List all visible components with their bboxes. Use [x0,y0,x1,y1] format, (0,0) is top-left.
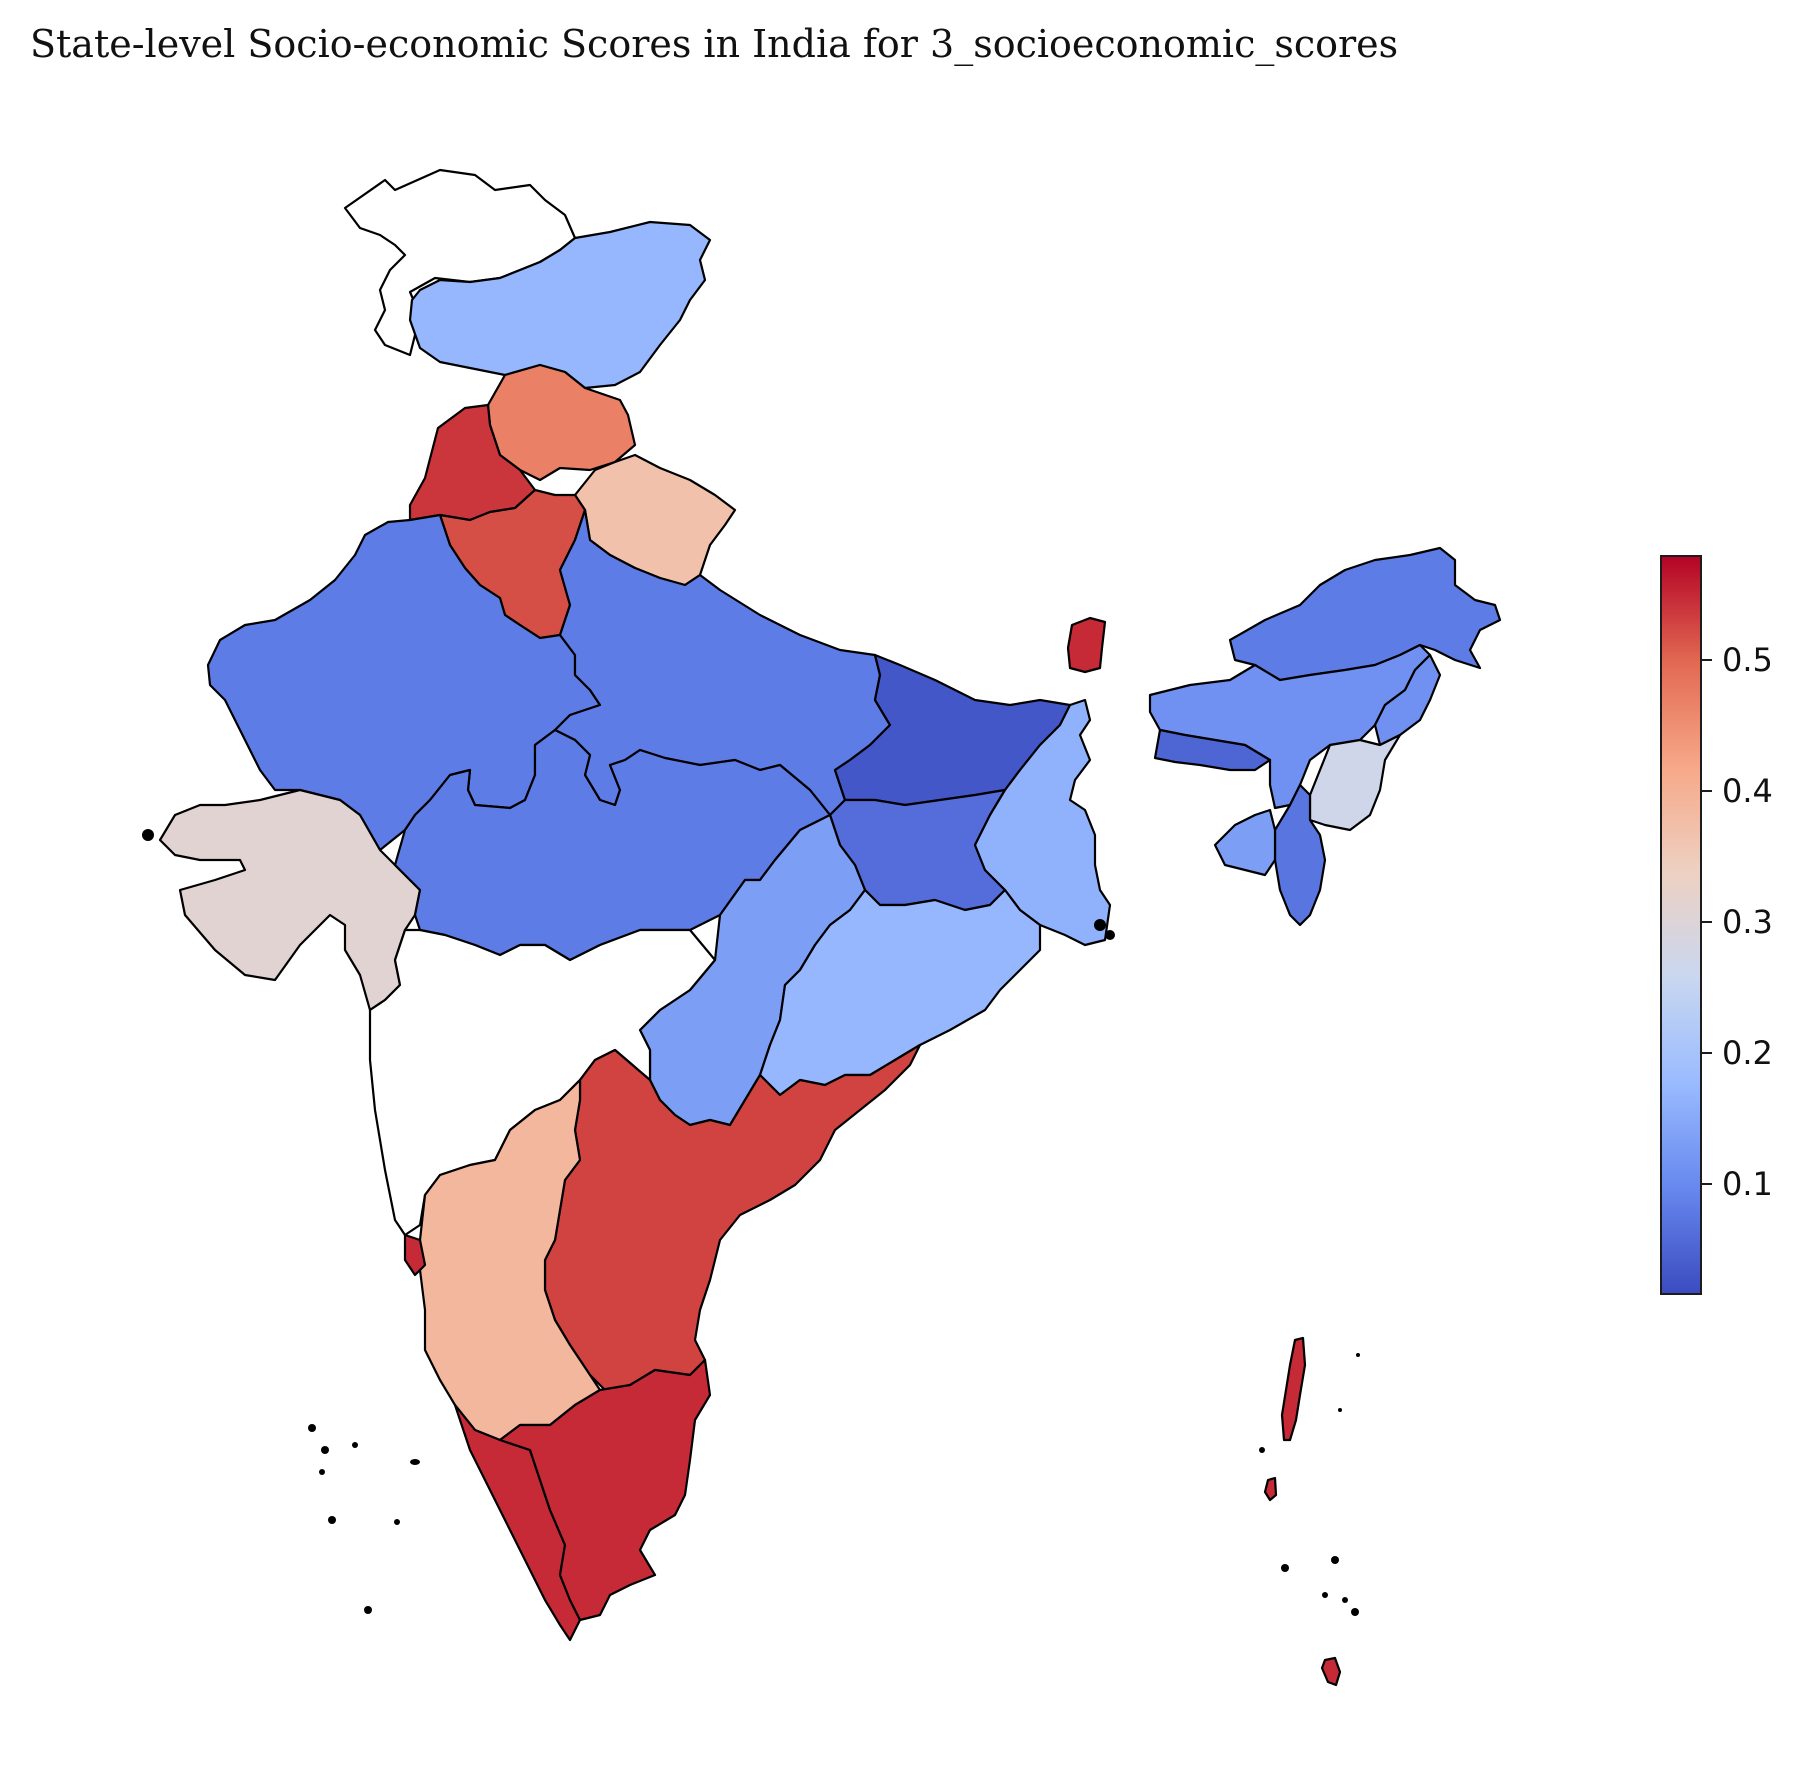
colorbar-tick-label: 0.3 [1722,902,1773,941]
colorbar-tick-mark [1702,789,1712,792]
region-gujarat[interactable] [158,788,422,1012]
colorbar-tick-mark [1702,658,1712,661]
region-andaman-nicobar[interactable] [1263,1336,1342,1687]
colorbar-tick-label: 0.1 [1722,1164,1773,1203]
minor-islands [142,829,1360,1616]
region-mizoram[interactable] [1273,783,1327,927]
region-tamil-nadu[interactable] [498,1358,712,1622]
region-goa[interactable] [403,1233,427,1277]
region-sikkim[interactable] [1066,616,1107,674]
colorbar-tick-mark [1702,1051,1712,1054]
region-meghalaya[interactable] [1153,728,1272,772]
colorbar-tick-label: 0.5 [1722,640,1773,679]
colorbar-tick-mark [1702,920,1712,923]
region-karnataka[interactable] [418,1078,602,1442]
colorbar-tick-label: 0.2 [1722,1033,1773,1072]
region-arunachal-pradesh[interactable] [1228,546,1502,682]
colorbar [1660,555,1702,1295]
region-maharashtra[interactable] [368,928,717,1237]
region-tripura[interactable] [1213,808,1277,877]
colorbar-tick-mark [1702,1182,1712,1185]
region-west-bengal[interactable] [973,698,1112,947]
colorbar-tick-label: 0.4 [1722,771,1773,810]
map-title: State-level Socio-economic Scores in Ind… [30,22,1399,66]
